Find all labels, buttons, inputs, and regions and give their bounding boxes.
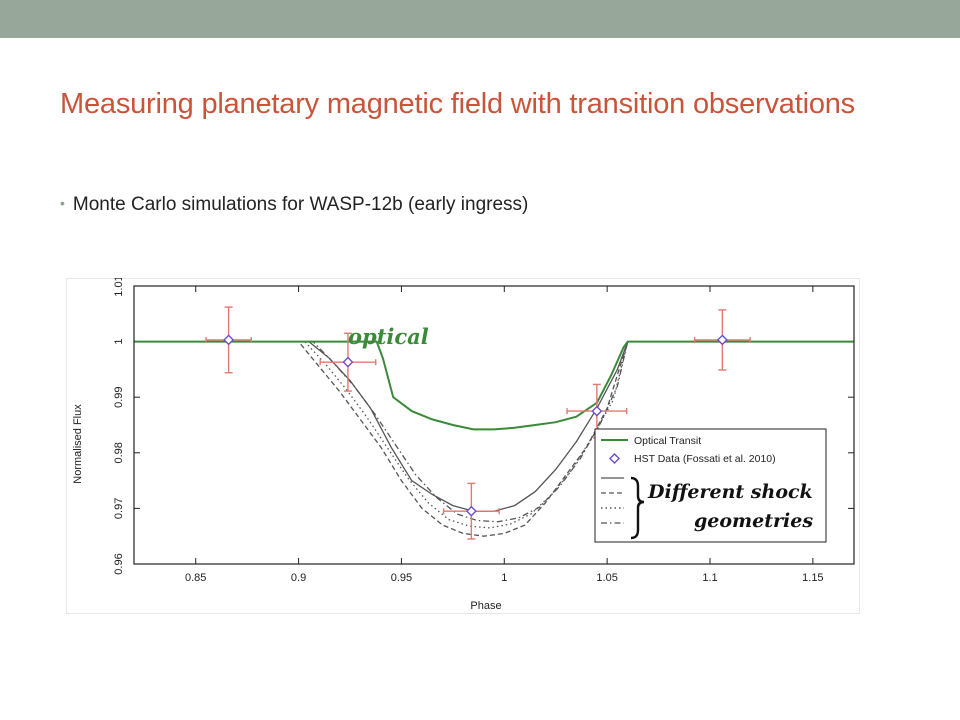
optical-transit-line	[134, 340, 854, 431]
x-axis-label: Phase	[470, 600, 501, 612]
light-curve-figure: Normalised Flux Phase 0.85 0.9 0.95 1 1.05 1.…	[66, 278, 860, 614]
chart-legend: Optical Transit HST Data (Fossati et al.…	[594, 428, 827, 543]
y-tick-label: 0.97	[113, 498, 125, 519]
y-tick-label: 0.96	[113, 553, 125, 574]
top-decorative-bar	[0, 0, 960, 38]
hst-data-point	[223, 334, 235, 346]
y-tick-label: 1.01	[113, 278, 125, 297]
slide-title: Measuring planetary magnetic field with …	[60, 88, 855, 120]
bullet-text: Monte Carlo simulations for WASP-12b (ea…	[72, 194, 529, 215]
x-tick-label: 0.9	[291, 572, 306, 584]
x-tick-label: 1.1	[702, 572, 717, 584]
x-tick-label: 0.95	[391, 572, 412, 584]
legend-box	[594, 428, 827, 543]
hst-data-point	[716, 334, 728, 346]
legend-hst-label: HST Data (Fossati et al. 2010)	[634, 453, 776, 465]
hst-data-point	[591, 405, 603, 417]
shock-annotation-line1: Different shock	[647, 481, 813, 503]
y-tick-label: 0.98	[113, 442, 125, 463]
legend-optical-label: Optical Transit	[634, 435, 701, 447]
y-tick-label: 0.99	[113, 386, 125, 407]
x-tick-label: 1.15	[802, 572, 823, 584]
legend-hst-diamond-icon	[609, 453, 620, 464]
plot-area: 0.85 0.9 0.95 1 1.05 1.1 1.15 0.96 0.97 0.98 0.99 1…	[113, 278, 855, 584]
light-curve-chart: Normalised Flux Phase 0.85 0.9 0.95 1 1.05 1.…	[66, 278, 860, 614]
x-tick-label: 0.85	[185, 572, 206, 584]
bullet-dot-icon: •	[60, 195, 65, 211]
legend-brace-icon	[630, 476, 645, 540]
plot-frame	[133, 285, 855, 565]
hst-data-point	[342, 356, 354, 368]
optical-annotation: optical	[348, 324, 429, 349]
shock-annotation-line2: geometries	[694, 510, 813, 532]
shock-geometry-dashdot-line	[134, 340, 854, 523]
x-tick-label: 1.05	[596, 572, 617, 584]
x-tick-label: 1	[501, 572, 507, 584]
y-tick-label: 1	[113, 339, 125, 345]
hst-data-point	[465, 505, 477, 517]
y-axis-label: Normalised Flux	[72, 404, 84, 484]
bullet-item: • Monte Carlo simulations for WASP-12b (e…	[60, 194, 528, 216]
